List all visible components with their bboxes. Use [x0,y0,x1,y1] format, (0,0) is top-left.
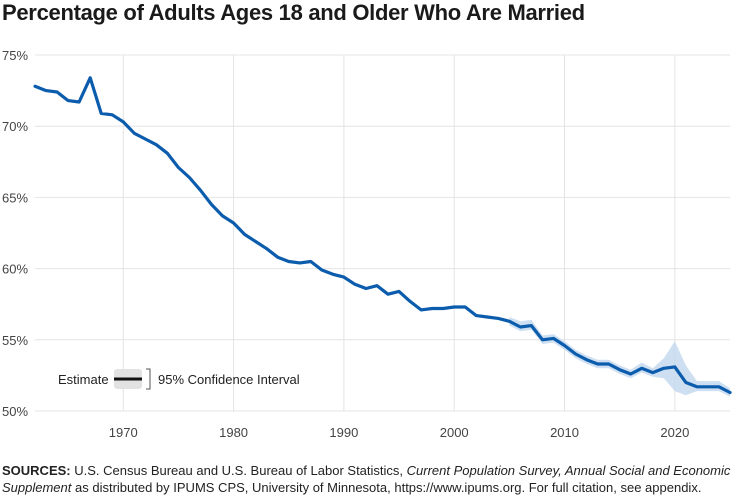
y-tick-label: 55% [2,333,28,348]
confidence-interval-band [509,317,730,397]
source-note: SOURCES: U.S. Census Bureau and U.S. Bur… [2,462,734,496]
axis-labels: 50% 55% 60% 65% 70% 75% 1970 1980 1990 2000 2010 20… [2,48,689,440]
source-text-1: U.S. Census Bureau and U.S. Bureau of La… [70,463,407,478]
source-text-2: as distributed by IPUMS CPS, University … [71,480,702,495]
estimate-line [33,76,732,395]
confidence-band-layer [509,317,730,397]
y-tick-label: 65% [2,190,28,205]
line-chart: 50% 55% 60% 65% 70% 75% 1970 1980 1990 2000 2010 20… [2,48,732,440]
legend-estimate-label: Estimate [58,372,109,387]
x-tick-label: 1970 [109,425,138,440]
y-tick-label: 70% [2,119,28,134]
chart-title: Percentage of Adults Ages 18 and Older W… [2,0,585,25]
x-tick-label: 1990 [329,425,358,440]
y-tick-label: 60% [2,262,28,277]
legend-bracket [146,368,151,390]
x-tick-label: 2020 [660,425,689,440]
y-tick-label: 50% [2,404,28,419]
estimate-line-layer [33,76,732,395]
grid-lines [35,54,730,412]
source-label: SOURCES: [2,463,71,478]
y-tick-label: 75% [2,48,28,63]
x-tick-label: 1980 [219,425,248,440]
source-italic: Current Population Survey, Annual Social… [2,463,731,495]
legend: Estimate 95% Confidence Interval [58,368,300,390]
legend-ci-label: 95% Confidence Interval [158,372,300,387]
x-tick-label: 2000 [440,425,469,440]
x-tick-label: 2010 [550,425,579,440]
